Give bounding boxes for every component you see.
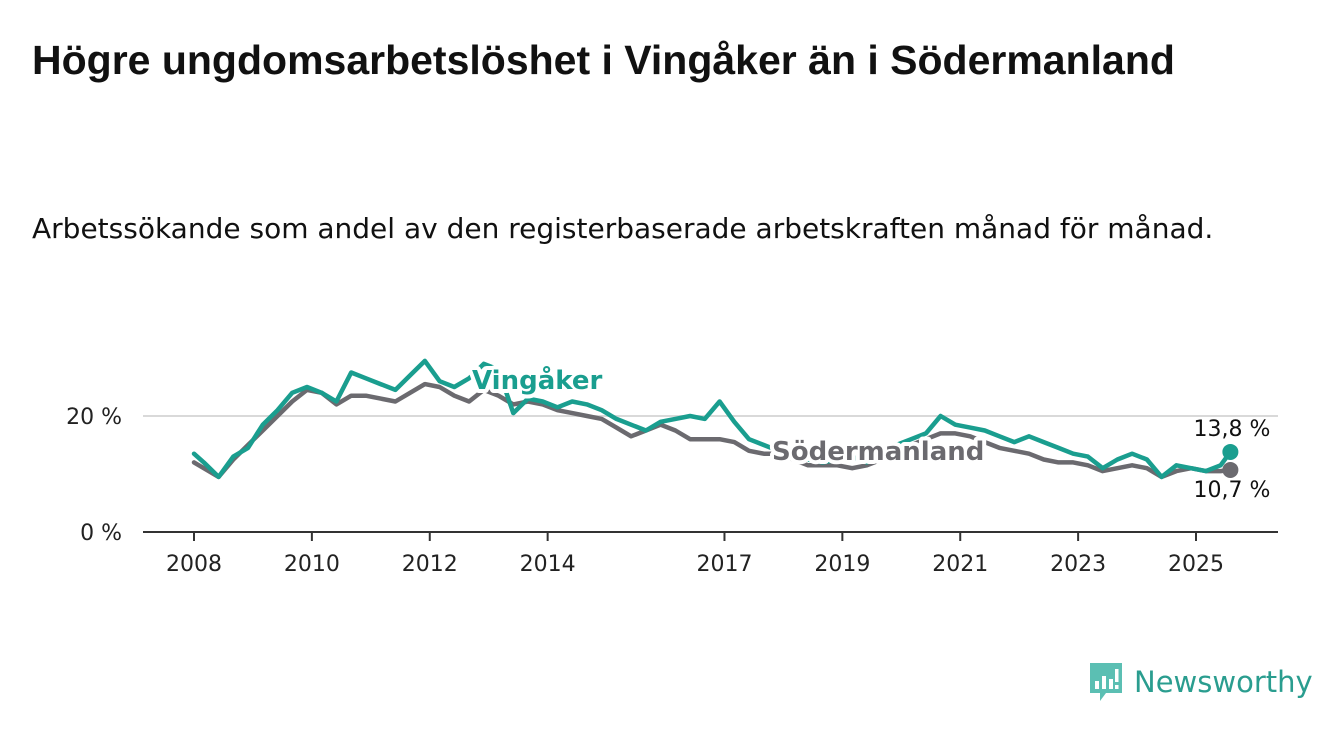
newsworthy-logo-icon bbox=[1090, 663, 1122, 701]
end-value-label-vingaker: 13,8 % bbox=[1193, 417, 1270, 442]
series-label-sodermanland-halo: Södermanland bbox=[772, 437, 984, 467]
brand: Newsworthy bbox=[1088, 660, 1313, 704]
series-line-södermanland bbox=[191, 381, 1233, 480]
brand-name: Newsworthy bbox=[1134, 665, 1313, 699]
chart-title: Högre ungdomsarbetslöshet i Vingåker än … bbox=[32, 37, 1175, 83]
x-tick-label: 2008 bbox=[166, 552, 222, 577]
series-end-point bbox=[1222, 461, 1239, 478]
series-line-vingåker bbox=[191, 358, 1233, 480]
x-tick-label: 2014 bbox=[520, 552, 576, 577]
x-tick-label: 2021 bbox=[932, 552, 988, 577]
series-labels: VingåkerVingåkerSödermanlandSödermanland… bbox=[468, 360, 1270, 503]
x-tick-label: 2017 bbox=[696, 552, 752, 577]
x-tick-label: 2019 bbox=[814, 552, 870, 577]
y-axis: 0 % 20 % bbox=[66, 405, 122, 546]
y-tick-label: 20 % bbox=[66, 405, 122, 430]
chart-subtitle: Arbetssökande som andel av den registerb… bbox=[32, 212, 1214, 245]
x-tick-label: 2023 bbox=[1050, 552, 1106, 577]
end-value-label-sodermanland: 10,7 % bbox=[1193, 478, 1270, 503]
x-tick-label: 2025 bbox=[1168, 552, 1224, 577]
series-label-vingaker: Vingåker bbox=[472, 364, 602, 396]
x-axis: 2008 2010 2012 2014 2017 2019 2021 2023 2025 bbox=[143, 531, 1278, 577]
x-tick-label: 2010 bbox=[284, 552, 340, 577]
x-tick-label: 2012 bbox=[402, 552, 458, 577]
y-tick-label: 0 % bbox=[80, 521, 122, 546]
series-end-point bbox=[1222, 443, 1239, 460]
series-label-vingaker-halo: Vingåker bbox=[472, 364, 602, 396]
series-label-sodermanland: Södermanland bbox=[772, 437, 984, 467]
series-lines bbox=[191, 358, 1239, 480]
